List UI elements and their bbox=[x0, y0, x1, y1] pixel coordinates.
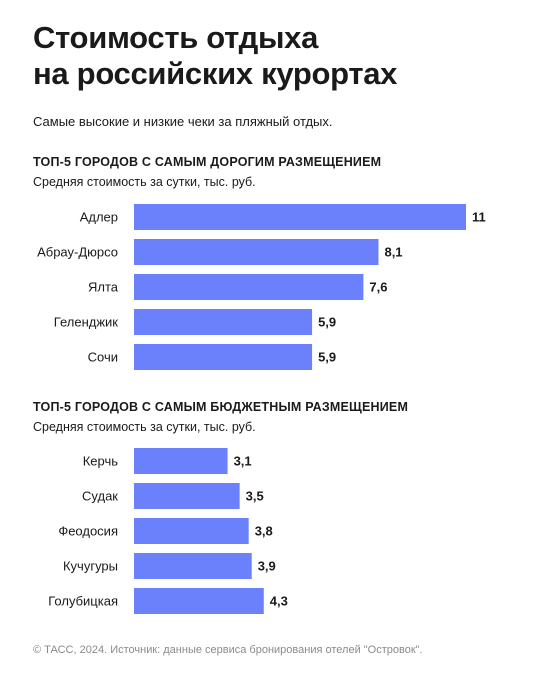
bar bbox=[134, 344, 313, 370]
budget-bar-chart: Керчь 3,1 Судак 3,5 Феодосия 3,8 Кучугуры 3,9 Го… bbox=[48, 448, 288, 614]
bar bbox=[134, 239, 379, 265]
bar bbox=[134, 204, 466, 230]
category-label: Абрау-Дюрсо bbox=[37, 245, 118, 260]
value-label: 3,1 bbox=[234, 454, 252, 469]
section-unit-budget: Средняя стоимость за сутки, тыс. руб. bbox=[33, 420, 256, 434]
value-label: 3,9 bbox=[258, 559, 276, 574]
bar bbox=[134, 588, 264, 614]
bar bbox=[134, 553, 252, 579]
value-label: 7,6 bbox=[369, 280, 387, 295]
bar bbox=[134, 309, 313, 335]
category-label: Керчь bbox=[83, 454, 119, 469]
page-subtitle: Самые высокие и низкие чеки за пляжный о… bbox=[33, 114, 333, 129]
value-label: 4,3 bbox=[270, 594, 288, 609]
page-title: Стоимость отдыха на российских курортах bbox=[33, 20, 397, 92]
category-label: Адлер bbox=[80, 210, 118, 225]
value-label: 3,8 bbox=[255, 524, 273, 539]
page-title-line-2: на российских курортах bbox=[33, 56, 398, 91]
source-footer: © ТАСС, 2024. Источник: данные сервиса б… bbox=[33, 644, 423, 656]
category-label: Ялта bbox=[88, 280, 119, 295]
value-label: 5,9 bbox=[318, 350, 336, 365]
value-label: 11 bbox=[472, 210, 486, 225]
category-label: Феодосия bbox=[58, 524, 118, 539]
category-label: Геленджик bbox=[54, 315, 119, 330]
section-title-budget: ТОП-5 ГОРОДОВ С САМЫМ БЮДЖЕТНЫМ РАЗМЕЩЕН… bbox=[33, 400, 409, 414]
category-label: Сочи bbox=[88, 350, 118, 365]
category-label: Судак bbox=[82, 489, 118, 504]
value-label: 5,9 bbox=[318, 315, 336, 330]
bar bbox=[134, 448, 228, 474]
value-label: 3,5 bbox=[246, 489, 264, 504]
category-label: Кучугуры bbox=[63, 559, 118, 574]
section-title-expensive: ТОП-5 ГОРОДОВ С САМЫМ ДОРОГИМ РАЗМЕЩЕНИЕ… bbox=[33, 155, 382, 169]
bar bbox=[134, 518, 249, 544]
bar bbox=[134, 274, 364, 300]
category-label: Голубицкая bbox=[48, 594, 118, 609]
expensive-bar-chart: Адлер 11 Абрау-Дюрсо 8,1 Ялта 7,6 Геленджик 5,9… bbox=[37, 204, 486, 370]
section-unit-expensive: Средняя стоимость за сутки, тыс. руб. bbox=[33, 175, 256, 189]
page-title-line-1: Стоимость отдыха bbox=[33, 20, 319, 55]
value-label: 8,1 bbox=[384, 245, 402, 260]
bar bbox=[134, 483, 240, 509]
